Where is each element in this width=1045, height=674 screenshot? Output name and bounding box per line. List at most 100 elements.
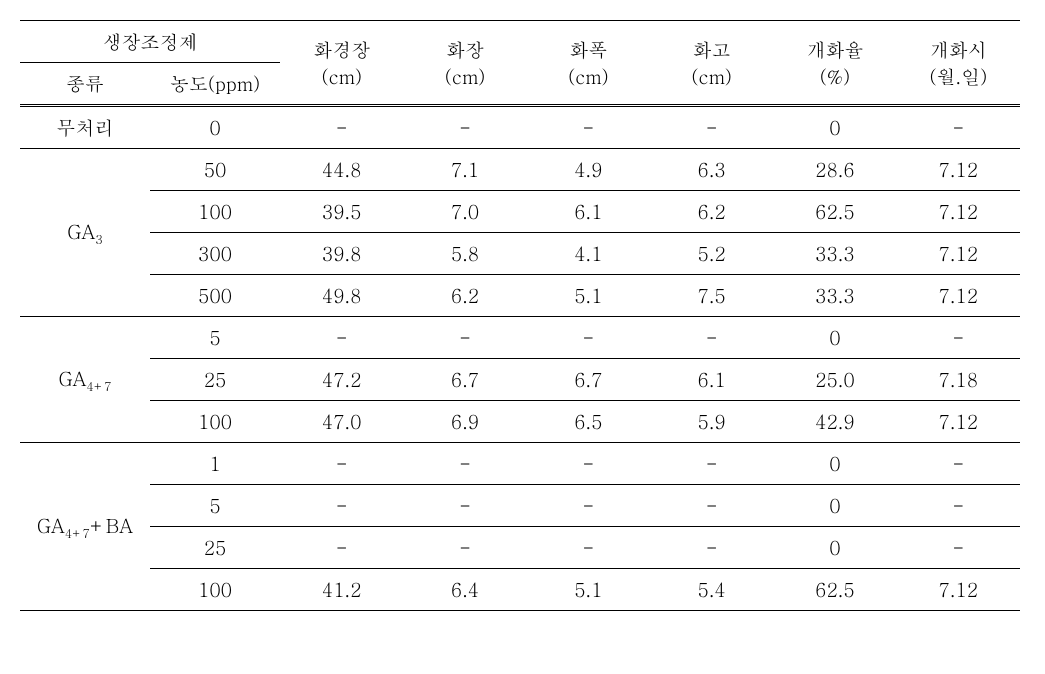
table-row: 10047.06.96.55.942.97.12 xyxy=(20,401,1020,443)
cell-value: - xyxy=(527,485,650,527)
cell-value: 6.2 xyxy=(403,275,526,317)
cell-concentration: 100 xyxy=(150,401,280,443)
table-row: 25----0- xyxy=(20,527,1020,569)
cell-value: 42.9 xyxy=(773,401,896,443)
cell-value: 7.12 xyxy=(897,233,1020,275)
cell-value: 47.0 xyxy=(280,401,403,443)
cell-type: GA3 xyxy=(20,149,150,317)
metric-unit-3: (cm) xyxy=(691,63,732,90)
cell-type: GA4+7 xyxy=(20,317,150,443)
cell-value: 0 xyxy=(773,485,896,527)
cell-value: - xyxy=(280,527,403,569)
cell-value: 5.8 xyxy=(403,233,526,275)
header-metric-4: 개화율 (%) xyxy=(773,21,896,106)
cell-value: 25.0 xyxy=(773,359,896,401)
table-row: 30039.85.84.15.233.37.12 xyxy=(20,233,1020,275)
data-table: 생장조정제 화경장 (cm) 화장 (cm) 화폭 (cm) 화고 (cm) 개… xyxy=(20,20,1020,611)
table-row: 2547.26.76.76.125.07.18 xyxy=(20,359,1020,401)
table-row: GA4+75----0- xyxy=(20,317,1020,359)
cell-value: - xyxy=(897,443,1020,485)
header-group-label: 생장조정제 xyxy=(20,21,280,63)
metric-label-4: 개화율 xyxy=(806,36,863,63)
cell-value: 39.8 xyxy=(280,233,403,275)
cell-value: - xyxy=(280,317,403,359)
cell-value: 41.2 xyxy=(280,569,403,611)
cell-type: GA4+7+BA xyxy=(20,443,150,611)
cell-value: 5.2 xyxy=(650,233,773,275)
metric-label-0: 화경장 xyxy=(313,36,370,63)
cell-concentration: 5 xyxy=(150,317,280,359)
cell-value: 5.9 xyxy=(650,401,773,443)
cell-concentration: 500 xyxy=(150,275,280,317)
cell-value: - xyxy=(403,106,526,149)
cell-value: 7.12 xyxy=(897,569,1020,611)
header-sub-conc: 농도(ppm) xyxy=(150,63,280,106)
cell-type: 무처리 xyxy=(20,106,150,149)
cell-value: - xyxy=(650,106,773,149)
cell-value: 7.18 xyxy=(897,359,1020,401)
cell-value: - xyxy=(280,106,403,149)
cell-value: 6.2 xyxy=(650,191,773,233)
table-row: 50049.86.25.17.533.37.12 xyxy=(20,275,1020,317)
cell-value: - xyxy=(403,485,526,527)
cell-value: 5.1 xyxy=(527,569,650,611)
cell-value: 0 xyxy=(773,443,896,485)
cell-value: - xyxy=(650,443,773,485)
cell-value: - xyxy=(280,443,403,485)
table-header: 생장조정제 화경장 (cm) 화장 (cm) 화폭 (cm) 화고 (cm) 개… xyxy=(20,21,1020,106)
cell-value: 39.5 xyxy=(280,191,403,233)
cell-value: - xyxy=(403,443,526,485)
cell-concentration: 5 xyxy=(150,485,280,527)
cell-value: - xyxy=(403,317,526,359)
cell-value: 62.5 xyxy=(773,191,896,233)
header-metric-1: 화장 (cm) xyxy=(403,21,526,106)
cell-value: 49.8 xyxy=(280,275,403,317)
cell-value: 0 xyxy=(773,106,896,149)
cell-value: 6.1 xyxy=(650,359,773,401)
metric-label-3: 화고 xyxy=(693,36,731,63)
cell-value: 7.12 xyxy=(897,275,1020,317)
cell-value: 7.12 xyxy=(897,149,1020,191)
cell-value: 0 xyxy=(773,317,896,359)
header-metric-2: 화폭 (cm) xyxy=(527,21,650,106)
cell-value: - xyxy=(897,317,1020,359)
cell-concentration: 25 xyxy=(150,527,280,569)
header-metric-3: 화고 (cm) xyxy=(650,21,773,106)
cell-value: 7.5 xyxy=(650,275,773,317)
cell-value: - xyxy=(650,317,773,359)
cell-value: 7.12 xyxy=(897,401,1020,443)
cell-value: - xyxy=(897,106,1020,149)
cell-value: 5.4 xyxy=(650,569,773,611)
metric-label-1: 화장 xyxy=(446,36,484,63)
cell-value: 6.1 xyxy=(527,191,650,233)
header-metric-0: 화경장 (cm) xyxy=(280,21,403,106)
cell-value: 0 xyxy=(773,527,896,569)
cell-value: 44.8 xyxy=(280,149,403,191)
cell-value: 7.0 xyxy=(403,191,526,233)
cell-value: 6.7 xyxy=(527,359,650,401)
cell-value: - xyxy=(527,317,650,359)
cell-value: 6.4 xyxy=(403,569,526,611)
cell-value: 62.5 xyxy=(773,569,896,611)
metric-label-2: 화폭 xyxy=(569,36,607,63)
table-row: 무처리0----0- xyxy=(20,106,1020,149)
cell-value: 6.5 xyxy=(527,401,650,443)
table-row: 5----0- xyxy=(20,485,1020,527)
header-metric-5: 개화시 (월.일) xyxy=(897,21,1020,106)
cell-concentration: 0 xyxy=(150,106,280,149)
table-row: 10039.57.06.16.262.57.12 xyxy=(20,191,1020,233)
cell-concentration: 25 xyxy=(150,359,280,401)
table-row: GA35044.87.14.96.328.67.12 xyxy=(20,149,1020,191)
cell-value: 4.9 xyxy=(527,149,650,191)
metric-unit-1: (cm) xyxy=(445,63,486,90)
cell-value: 33.3 xyxy=(773,275,896,317)
cell-value: - xyxy=(650,485,773,527)
cell-value: - xyxy=(527,106,650,149)
table-body: 무처리0----0-GA35044.87.14.96.328.67.121003… xyxy=(20,106,1020,611)
cell-concentration: 50 xyxy=(150,149,280,191)
cell-concentration: 300 xyxy=(150,233,280,275)
cell-value: 7.12 xyxy=(897,191,1020,233)
cell-value: - xyxy=(897,527,1020,569)
cell-value: - xyxy=(527,443,650,485)
metric-label-5: 개화시 xyxy=(930,36,987,63)
